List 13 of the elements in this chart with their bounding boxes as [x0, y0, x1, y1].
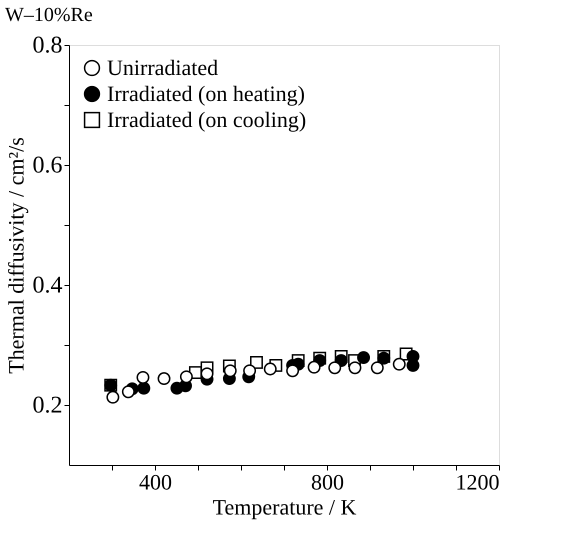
x-axis-title: Temperature / K	[212, 494, 357, 520]
x-tick-label: 400	[139, 470, 172, 494]
legend-label: Irradiated (on cooling)	[107, 107, 306, 132]
chart-title: W–10%Re	[5, 4, 93, 26]
y-tick-label: 0.6	[32, 152, 62, 178]
y-axis-title: Thermal diffusivity / cm²/s	[4, 137, 28, 374]
x-tick-label: 1200	[456, 470, 500, 494]
x-tick-label: 800	[311, 470, 344, 494]
legend-label: Unirradiated	[107, 55, 218, 80]
y-tick-label: 0.8	[32, 32, 62, 58]
legend-label: Irradiated (on heating)	[107, 81, 305, 106]
y-tick-label: 0.2	[32, 392, 62, 418]
y-tick-label: 0.4	[32, 272, 62, 298]
